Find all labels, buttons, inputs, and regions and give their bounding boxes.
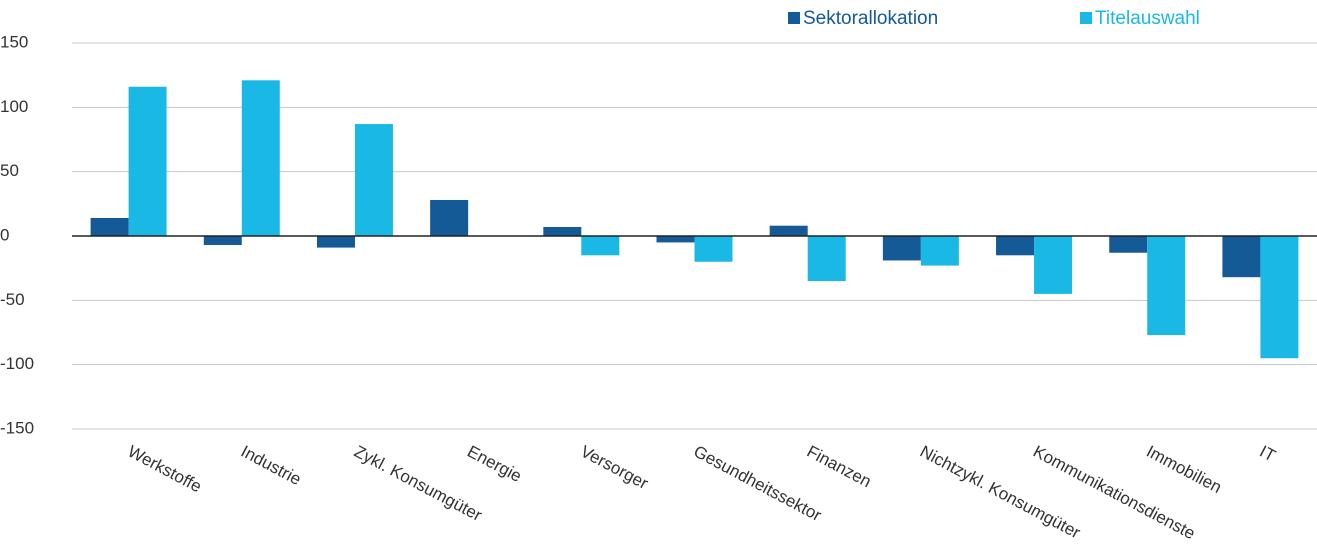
x-tick-label: Zykl. Konsumgüter [351,442,485,525]
x-tick-label: Energie [464,442,525,486]
bar [241,80,280,237]
bar [1222,236,1261,278]
x-tick-label: Werkstoffe [125,442,205,497]
bar [581,236,620,256]
y-tick-label: 100 [0,97,28,116]
bar [1147,236,1186,336]
bar [807,236,846,282]
bar [203,236,242,246]
legend-label: Sektorallokation [803,8,938,29]
x-tick-label: Finanzen [804,442,875,492]
bar [128,86,167,236]
x-tick-label: Versorger [577,442,651,494]
bar [430,199,469,236]
bar [1034,236,1073,294]
y-tick-label: 0 [0,225,9,244]
legend-swatch [788,12,800,24]
bar [1260,236,1299,359]
bar [996,236,1035,256]
bar [316,236,355,248]
bar [694,236,733,262]
bar [90,217,129,236]
y-tick-label: -150 [0,418,34,437]
x-tick-label: IT [1256,442,1278,466]
y-tick-label: -50 [0,290,25,309]
bar [882,236,921,261]
bar [920,236,959,266]
x-tick-label: Gesundheitssektor [691,442,825,525]
y-tick-label: -100 [0,354,34,373]
bar [656,236,695,243]
x-tick-label: Industrie [238,442,304,489]
legend-swatch [1080,12,1092,24]
legend-label: Titelauswahl [1095,8,1200,29]
bar [543,226,582,236]
x-tick-label: Immobilien [1143,442,1225,497]
bar [354,124,393,236]
y-tick-label: 50 [0,161,19,180]
bar [1109,236,1148,253]
y-tick-label: 150 [0,32,28,51]
bar [769,225,808,236]
